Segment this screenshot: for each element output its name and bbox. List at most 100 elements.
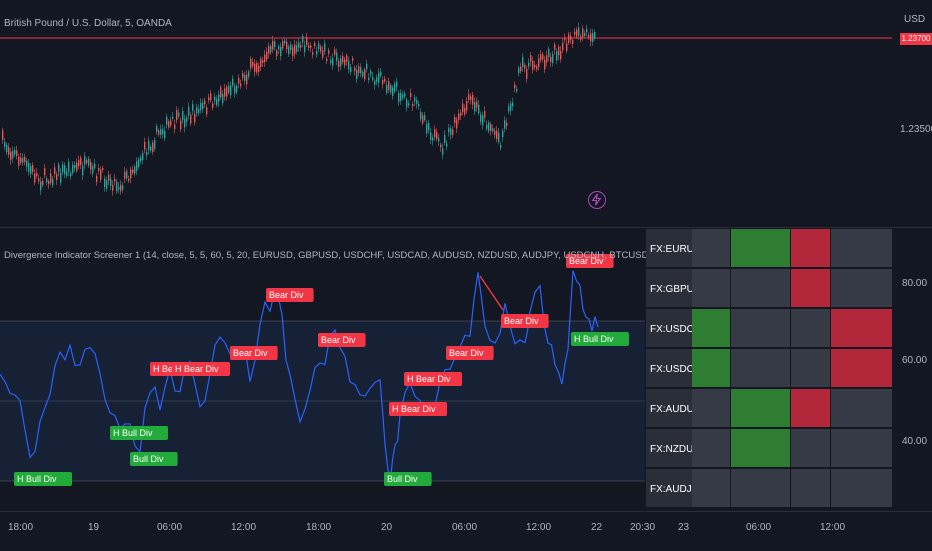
candle <box>32 165 34 172</box>
candle <box>298 42 300 48</box>
time-axis[interactable]: 18:00 19 06:00 12:00 18:00 20 06:00 12:0… <box>0 511 932 551</box>
price-axis[interactable]: USD 1.23700 1.23500 <box>892 0 932 227</box>
time-label: 12:00 <box>526 522 552 533</box>
candle <box>80 157 82 165</box>
candle <box>560 50 562 60</box>
y-tick-40: 40.00 <box>902 436 928 447</box>
symbol-label: FX:USDCAD <box>650 364 708 375</box>
candle <box>424 115 426 121</box>
candle <box>456 119 458 129</box>
candle <box>350 67 352 73</box>
candle <box>208 97 210 101</box>
candle <box>562 43 564 51</box>
signal-badge <box>318 333 366 347</box>
bear-div-label: Bear Div <box>446 346 494 360</box>
candle <box>504 120 506 129</box>
candle <box>282 41 284 49</box>
candle <box>536 66 538 70</box>
time-label: 23 <box>678 522 690 533</box>
indicator-chart: Bear Div Bear Div Bear Div Bear Div H Bear D… <box>0 254 645 486</box>
bull-div-label: H Bull Div <box>14 472 72 486</box>
candle <box>288 46 290 55</box>
candle <box>366 63 368 70</box>
candle <box>182 111 184 121</box>
candle <box>372 76 374 80</box>
signal-text: Bear Div <box>321 335 356 345</box>
candle <box>450 128 452 135</box>
status-cell-neutral <box>791 429 830 467</box>
candle <box>304 45 306 52</box>
candle <box>584 33 586 36</box>
candle <box>364 69 366 80</box>
candle <box>240 83 242 87</box>
symbol-label: FX:GBPUSD <box>650 284 708 295</box>
candle <box>452 129 454 136</box>
candle <box>566 43 568 51</box>
candle <box>494 130 496 135</box>
status-cell-neutral <box>731 349 790 387</box>
candle <box>292 47 294 57</box>
candle <box>522 57 524 67</box>
candle <box>150 147 152 151</box>
candle <box>34 173 36 183</box>
candle <box>300 45 302 48</box>
signal-text: Bear Div <box>449 348 484 358</box>
candle <box>246 74 248 85</box>
alert-button[interactable] <box>588 191 606 209</box>
screener-row: FX:EURUSD <box>646 229 892 267</box>
candle <box>14 149 16 155</box>
candle <box>330 59 332 64</box>
candle <box>528 62 530 67</box>
candle <box>552 53 554 64</box>
screener-row: FX:NZDUSD <box>646 429 892 467</box>
candle <box>276 50 278 57</box>
candle <box>162 129 164 135</box>
candle <box>100 169 102 180</box>
symbol-title[interactable]: British Pound / U.S. Dollar, 5, OANDA <box>4 18 172 29</box>
status-cell-neutral <box>731 309 790 347</box>
candle <box>310 45 312 48</box>
bull-div-label: H Bull Div <box>571 332 629 346</box>
bear-div-label: Bear Div <box>318 333 366 347</box>
candle <box>272 40 274 50</box>
indicator-pane[interactable]: Bear Div Bear Div Bear Div Bear Div H Bear D… <box>0 228 892 511</box>
bull-div-label: Bull Div <box>384 472 432 486</box>
candle <box>496 130 498 140</box>
candle <box>402 94 404 98</box>
candle <box>540 54 542 61</box>
candle <box>188 106 190 116</box>
price-tick-label: 1.23500 <box>900 124 932 135</box>
candle <box>516 88 518 92</box>
candle <box>52 178 54 186</box>
candle <box>160 128 162 135</box>
candle <box>538 58 540 68</box>
candle <box>168 121 170 128</box>
candle <box>178 112 180 117</box>
candle <box>58 164 60 172</box>
indicator-title[interactable]: Divergence Indicator Screener 1 (14, clo… <box>4 250 702 261</box>
candle <box>340 58 342 67</box>
candle <box>166 117 168 125</box>
indicator-axis[interactable]: 80.00 60.00 40.00 <box>892 228 932 511</box>
candle <box>514 84 516 89</box>
candle <box>360 67 362 74</box>
status-cell-green <box>731 389 790 427</box>
candle <box>510 103 512 111</box>
candle <box>222 93 224 104</box>
signal-text: H Bear Div <box>407 374 451 384</box>
candle <box>472 94 474 105</box>
candle <box>224 88 226 97</box>
currency-label: USD <box>904 14 926 25</box>
candle <box>86 159 88 164</box>
price-pane[interactable]: British Pound / U.S. Dollar, 5, OANDA <box>0 0 892 227</box>
candle <box>546 55 548 63</box>
candle <box>568 34 570 43</box>
candle <box>260 58 262 68</box>
candle <box>194 113 196 123</box>
candle <box>110 178 112 186</box>
signal-badge <box>384 472 432 486</box>
pane-separator[interactable] <box>0 227 932 228</box>
candle <box>534 65 536 68</box>
candle <box>502 130 504 138</box>
candle <box>594 31 596 38</box>
